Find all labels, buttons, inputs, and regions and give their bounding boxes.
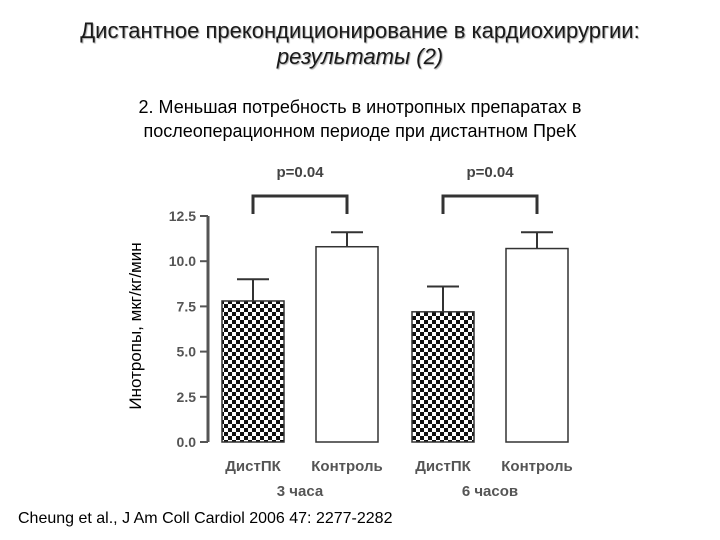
group-label: 3 часа: [277, 483, 324, 500]
slide-subtitle-line1: 2. Меньшая потребность в инотропных преп…: [138, 97, 582, 117]
group-label: 6 часов: [462, 483, 518, 500]
citation: Cheung et al., J Am Coll Cardiol 2006 47…: [18, 510, 393, 527]
category-label: Контроль: [311, 458, 382, 475]
slide-title: Дистантное прекондиционирование в кардио…: [80, 18, 640, 43]
y-tick-label: 7.5: [177, 298, 197, 314]
p-value-label: p=0.04: [466, 164, 514, 181]
significance-bracket: [441, 194, 539, 214]
p-value-label: p=0.04: [276, 164, 324, 181]
category-label: ДистПК: [225, 458, 281, 475]
slide-title-subline: результаты (2): [276, 44, 444, 69]
slide-subtitle-line2: послеоперационном периоде при дистантном…: [143, 121, 577, 141]
y-tick-label: 12.5: [169, 208, 196, 224]
category-label: ДистПК: [415, 458, 471, 475]
bar: [221, 300, 285, 443]
bar: [315, 245, 379, 443]
significance-bracket: [251, 194, 349, 214]
category-label: Контроль: [501, 458, 572, 475]
bar: [411, 311, 475, 443]
y-tick-label: 2.5: [177, 389, 197, 405]
y-tick-label: 0.0: [177, 434, 197, 450]
y-tick-label: 5.0: [177, 344, 197, 360]
y-tick-label: 10.0: [169, 253, 196, 269]
bar: [505, 247, 569, 443]
